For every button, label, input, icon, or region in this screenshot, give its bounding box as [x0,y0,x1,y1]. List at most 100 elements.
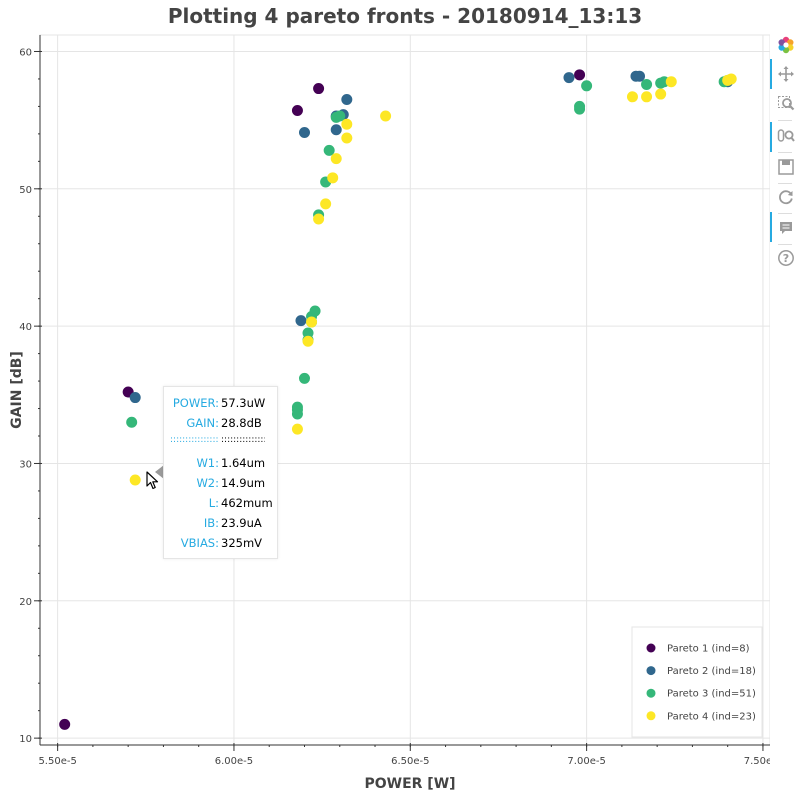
data-point-series-4[interactable] [341,132,353,144]
tooltip-key: W2: [196,476,219,490]
data-point-series-4[interactable] [327,172,339,184]
pan-icon[interactable] [774,62,798,86]
data-point-series-4[interactable] [725,73,737,85]
y-tick-label: 30 [19,459,32,470]
data-point-series-1[interactable] [574,69,586,81]
x-tick-label: 5.50e-5 [38,756,76,767]
tooltip-value: 23.9uA [221,516,262,530]
legend-entry-label[interactable]: Pareto 4 (ind=23) [667,711,756,722]
axes: 5.50e-5 6.00e-5 6.50e-5 7.00e-5 7.50e-5 10 20 3… [19,35,770,767]
y-tick-label: 20 [19,597,32,608]
scatter-points[interactable] [59,69,737,730]
data-point-series-2[interactable] [634,70,646,82]
y-tick-label: 50 [19,185,32,196]
toolbar-separator [778,213,792,214]
reset-icon[interactable] [774,185,798,209]
legend-marker [646,643,656,653]
data-point-series-1[interactable] [291,105,303,117]
data-point-series-3[interactable] [291,401,303,413]
data-point-series-3[interactable] [323,144,335,156]
data-point-series-3[interactable] [309,305,321,317]
legend-entry-label[interactable]: Pareto 2 (ind=18) [667,666,756,677]
x-tick-label: 6.50e-5 [391,756,429,767]
help-icon[interactable]: ? [774,246,798,270]
data-point-series-4[interactable] [641,91,653,103]
data-point-series-3[interactable] [298,372,310,384]
legend-marker [646,666,656,676]
tooltip-row-gain: GAIN: 28.8dB [164,416,277,434]
data-point-series-2[interactable] [563,72,575,84]
x-axis-label: POWER [W] [364,776,455,792]
tooltip-value: 14.9um [221,476,266,490]
x-tick-label: 7.50e-5 [744,756,770,767]
tooltip-key: POWER: [172,396,219,410]
y-axis-label: GAIN [dB] [9,351,25,429]
hover-tooltip: POWER: 57.3uW GAIN: 28.8dB :::::::::::::… [163,386,278,559]
data-point-series-2[interactable] [330,124,342,136]
data-point-series-1[interactable] [59,718,71,730]
tooltip-divider-value: ::::::::::::::::::::::: [221,435,265,445]
wheel-zoom-active-indicator [770,122,772,152]
tooltip-row-power: POWER: 57.3uW [164,396,277,414]
data-point-series-4[interactable] [665,76,677,88]
tooltip-key: L: [208,496,219,510]
tooltip-row-w1: W1: 1.64um [164,456,277,474]
data-point-series-3[interactable] [574,100,586,112]
y-tick-label: 40 [19,322,32,333]
legend-entry-label[interactable]: Pareto 3 (ind=51) [667,689,756,700]
legend[interactable]: Pareto 1 (ind=8) Pareto 2 (ind=18) Pareto … [631,626,763,738]
tooltip-row-vbias: VBIAS: 325mV [164,536,277,554]
data-point-series-2[interactable] [295,315,307,327]
data-point-series-4[interactable] [313,213,325,225]
data-point-series-1[interactable] [313,83,325,95]
hover-icon[interactable] [774,216,798,240]
data-point-series-4[interactable] [320,198,332,210]
data-point-series-4[interactable] [655,88,667,100]
tooltip-row-ib: IB: 23.9uA [164,516,277,534]
mouse-cursor-icon [146,471,160,495]
data-point-series-3[interactable] [126,416,138,428]
data-point-series-4[interactable] [330,153,342,165]
x-tick-label: 7.00e-5 [567,756,605,767]
pan-active-indicator [770,59,772,89]
toolbar-separator [778,183,792,184]
data-point-series-2[interactable] [298,127,310,139]
tooltip-value: 325mV [221,536,263,550]
chart-canvas[interactable]: 5.50e-5 6.00e-5 6.50e-5 7.00e-5 7.50e-5 10 20 3… [0,0,770,801]
data-point-series-2[interactable] [341,94,353,106]
data-point-series-4[interactable] [626,91,638,103]
data-point-series-2[interactable] [129,392,141,404]
wheel-zoom-icon[interactable] [774,124,798,148]
data-point-series-3[interactable] [334,110,346,122]
data-point-series-4[interactable] [129,474,141,486]
data-point-series-4[interactable] [291,423,303,435]
save-icon[interactable] [774,155,798,179]
data-point-series-3[interactable] [641,78,653,90]
toolbar-separator [778,244,792,245]
data-point-series-3[interactable] [581,80,593,92]
legend-marker [646,711,656,721]
data-point-series-4[interactable] [341,118,353,130]
legend-marker [646,688,656,698]
toolbar-separator [778,152,792,153]
tooltip-row-l: L: 462mum [164,496,277,514]
tooltip-row-w2: W2: 14.9um [164,476,277,494]
toolbar-separator [778,120,792,121]
tooltip-value: 462mum [221,496,273,510]
bokeh-logo-icon[interactable] [774,33,798,57]
data-point-series-4[interactable] [302,335,314,347]
x-tick-label: 6.00e-5 [215,756,253,767]
tooltip-key: GAIN: [186,416,219,430]
tooltip-key: VBIAS: [180,536,219,550]
data-point-series-4[interactable] [306,316,318,328]
data-point-series-4[interactable] [380,110,392,122]
box-zoom-icon[interactable] [774,92,798,116]
chart-title: Plotting 4 pareto fronts - 20180914_13:1… [167,4,643,28]
tooltip-value: 1.64um [221,456,266,470]
tooltip-value: 28.8dB [221,416,262,430]
legend-entry-label[interactable]: Pareto 1 (ind=8) [667,644,750,655]
tooltip-divider: :::::::::::::::::::::::: :::::::::::::::… [164,434,277,452]
tooltip-pointer [155,465,164,479]
tooltip-key: W1: [196,456,219,470]
hover-active-indicator [770,212,772,242]
